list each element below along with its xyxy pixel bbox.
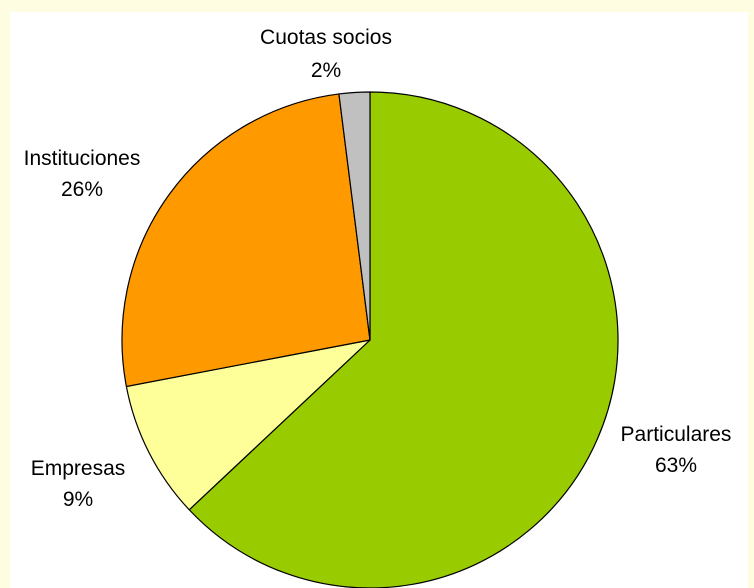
- slice-labels: Particulares 63% Empresas 9% Institucion…: [24, 26, 732, 511]
- label-instituciones-name: Instituciones: [24, 147, 141, 170]
- label-cuotas-socios-value: 2%: [311, 59, 341, 82]
- label-instituciones-value: 26%: [61, 178, 103, 201]
- pie-slice-instituciones: [121, 93, 371, 388]
- pie-slices: [121, 91, 619, 588]
- label-particulares-name: Particulares: [621, 423, 732, 446]
- pie-slice-particulares: [188, 91, 619, 588]
- label-particulares-value: 63%: [655, 454, 697, 477]
- label-empresas-name: Empresas: [31, 457, 126, 480]
- pie-slice-empresas: [125, 339, 371, 511]
- pie-slice-cuotas-socios: [338, 91, 371, 341]
- label-cuotas-socios-name: Cuotas socios: [260, 26, 392, 49]
- label-empresas-value: 9%: [63, 488, 93, 511]
